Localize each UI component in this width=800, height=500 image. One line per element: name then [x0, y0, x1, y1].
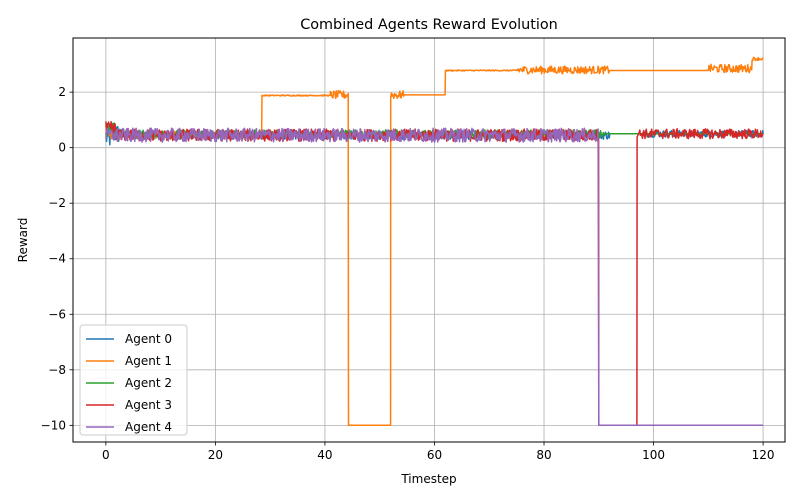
y-tick-label: 0: [58, 141, 66, 155]
chart-title: Combined Agents Reward Evolution: [300, 17, 558, 33]
legend-entry: Agent 2: [125, 376, 172, 390]
y-tick-label: −10: [41, 418, 66, 432]
legend-box: [79, 324, 188, 436]
x-axis-label: Timestep: [400, 472, 456, 486]
legend-entry: Agent 4: [125, 420, 172, 434]
legend: Agent 0 Agent 1 Agent 2 Agent 3 Agent 4: [79, 324, 188, 436]
y-tick-label: −4: [48, 252, 66, 266]
y-axis-label: Reward: [16, 218, 30, 263]
x-tick-label: 100: [642, 448, 665, 462]
x-tick-label: 60: [427, 448, 442, 462]
y-tick-label: 2: [58, 85, 66, 99]
x-tick-label: 40: [317, 448, 332, 462]
series-layer: [105, 56, 764, 427]
y-tick-label: −8: [48, 363, 66, 377]
y-tick-label: −6: [48, 307, 66, 321]
x-tick-label: 0: [102, 448, 110, 462]
x-tick-label: 120: [752, 448, 775, 462]
x-tick-label: 20: [208, 448, 223, 462]
y-axis-ticks: −10 −8 −6 −4 −2 0 2: [41, 85, 73, 432]
y-tick-label: −2: [48, 196, 66, 210]
x-axis-ticks: 0 20 40 60 80 100 120: [102, 442, 775, 462]
x-tick-label: 80: [536, 448, 551, 462]
grid-lines: [73, 38, 785, 442]
series-line-agent-4: [105, 127, 764, 427]
legend-entry: Agent 3: [125, 398, 172, 412]
legend-entry: Agent 1: [125, 354, 172, 368]
legend-entry: Agent 0: [125, 332, 172, 346]
plot-frame: [72, 37, 786, 443]
